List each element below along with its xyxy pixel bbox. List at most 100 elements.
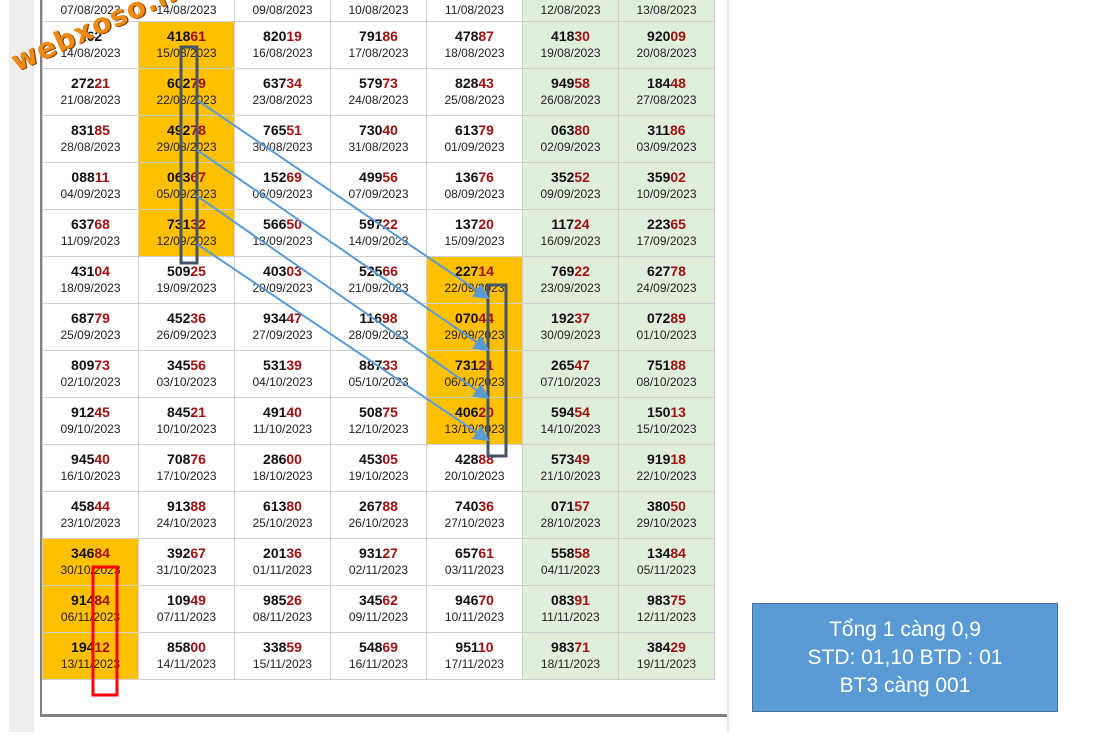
cell-date: 09/11/2023 (348, 610, 409, 624)
cell-number: 45305 (331, 450, 426, 468)
table-cell: 53139 04/10/2023 (234, 350, 331, 398)
number-head: 949 (551, 75, 575, 91)
number-tail: 29 (670, 639, 686, 655)
table-cell: 76922 23/09/2023 (522, 256, 619, 304)
table-cell: 74036 27/10/2023 (426, 491, 523, 539)
number-head: 359 (647, 169, 671, 185)
cell-number: 55858 (523, 544, 618, 562)
number-tail: 14 (478, 263, 494, 279)
table-cell: 08811 04/09/2023 (42, 162, 139, 210)
table-cell: 52566 21/09/2023 (330, 256, 427, 304)
cell-date: 07/11/2023 (156, 610, 217, 624)
number-head: 769 (551, 263, 575, 279)
number-tail: 75 (670, 592, 686, 608)
cell-date: 21/08/2023 (60, 93, 121, 107)
number-tail: 70 (478, 592, 494, 608)
cell-date: 15/10/2023 (636, 422, 697, 436)
table-cell: 98371 18/11/2023 (522, 632, 619, 680)
cell-number: 73121 (427, 356, 522, 374)
table-cell: 91245 09/10/2023 (42, 397, 139, 445)
cell-date: 09/10/2023 (60, 422, 121, 436)
cell-date: 06/11/2023 (60, 610, 121, 624)
cell-date: 07/09/2023 (348, 187, 409, 201)
cell-date: 08/10/2023 (636, 375, 697, 389)
info-line-1: Tổng 1 càng 0,9 (829, 618, 981, 641)
cell-date: 10/11/2023 (444, 610, 505, 624)
number-tail: 47 (574, 357, 590, 373)
number-tail: 30 (574, 28, 590, 44)
table-cell: 34562 09/11/2023 (330, 585, 427, 633)
table-cell: 22714 22/09/2023 (426, 256, 523, 304)
cell-date: 16/11/2023 (348, 657, 409, 671)
table-cell: 26788 26/10/2023 (330, 491, 427, 539)
number-tail: 34 (286, 75, 302, 91)
table-cell: 49140 11/10/2023 (234, 397, 331, 445)
cell-date: 16/08/2023 (252, 46, 313, 60)
number-head: 162 (78, 28, 103, 44)
cell-date: 25/09/2023 (60, 328, 121, 342)
table-cell: 41830 19/08/2023 (522, 21, 619, 69)
number-tail: 50 (670, 498, 686, 514)
table-cell: 91484 06/11/2023 (42, 585, 139, 633)
cell-number: 40620 (427, 403, 522, 421)
cell-date: 03/09/2023 (636, 140, 697, 154)
number-tail: 20 (478, 216, 494, 232)
number-tail: 58 (574, 545, 590, 561)
table-cell: 18448 27/08/2023 (618, 68, 715, 116)
number-tail: 89 (670, 310, 686, 326)
table-cell: 59454 14/10/2023 (522, 397, 619, 445)
cell-date: 02/11/2023 (348, 563, 409, 577)
number-head: 791 (359, 28, 383, 44)
cell-date: 07/08/2023 (60, 3, 121, 17)
cell-number: 95110 (427, 638, 522, 656)
table-cell: 73132 12/09/2023 (138, 209, 235, 257)
number-tail: 50 (286, 216, 302, 232)
number-tail: 56 (382, 169, 398, 185)
number-tail: 88 (670, 357, 686, 373)
number-tail: 49 (574, 451, 590, 467)
cell-date: 26/08/2023 (540, 93, 601, 107)
number-tail: 33 (382, 357, 398, 373)
table-cell: 79186 17/08/2023 (330, 21, 427, 69)
table-cell: 70876 17/10/2023 (138, 444, 235, 492)
cell-number: 22714 (427, 262, 522, 280)
number-head: 418 (167, 28, 191, 44)
number-tail: 43 (478, 75, 494, 91)
number-head: 597 (359, 216, 383, 232)
cell-date: 29/08/2023 (156, 140, 217, 154)
table-cell: 33859 15/11/2023 (234, 632, 331, 680)
cell-number: 07044 (427, 309, 522, 327)
number-head: 920 (647, 28, 671, 44)
number-tail: 22 (382, 216, 398, 232)
cell-date: 30/10/2023 (60, 563, 121, 577)
cell-number: 22365 (619, 215, 714, 233)
cell-number: 73040 (331, 121, 426, 139)
cell-number: 49140 (235, 403, 330, 421)
cell-date: 05/09/2023 (156, 187, 217, 201)
table-cell: 11724 16/09/2023 (522, 209, 619, 257)
cell-number: 49956 (331, 168, 426, 186)
number-head: 134 (647, 545, 671, 561)
table-cell: 50925 19/09/2023 (138, 256, 235, 304)
cell-date: 23/10/2023 (60, 516, 121, 530)
cell-date: 05/10/2023 (348, 375, 409, 389)
number-head: 338 (263, 639, 287, 655)
table-cell: 07157 28/10/2023 (522, 491, 619, 539)
cell-date: 08/11/2023 (252, 610, 313, 624)
number-tail: 40 (382, 122, 398, 138)
number-tail: 80 (286, 498, 302, 514)
number-head: 072 (647, 310, 671, 326)
number-tail: 19 (286, 28, 302, 44)
table-cell: 45844 23/10/2023 (42, 491, 139, 539)
number-head: 637 (263, 75, 287, 91)
table-cell: 13484 05/11/2023 (618, 538, 715, 586)
number-head: 945 (71, 451, 95, 467)
table-cell: 15013 15/10/2023 (618, 397, 715, 445)
table-cell: 63768 11/09/2023 (42, 209, 139, 257)
cell-date: 04/11/2023 (540, 563, 601, 577)
number-head: 117 (551, 216, 574, 232)
number-tail: 79 (94, 310, 110, 326)
table-cell: 15269 06/09/2023 (234, 162, 331, 210)
cell-date: 04/10/2023 (252, 375, 313, 389)
number-head: 380 (647, 498, 671, 514)
